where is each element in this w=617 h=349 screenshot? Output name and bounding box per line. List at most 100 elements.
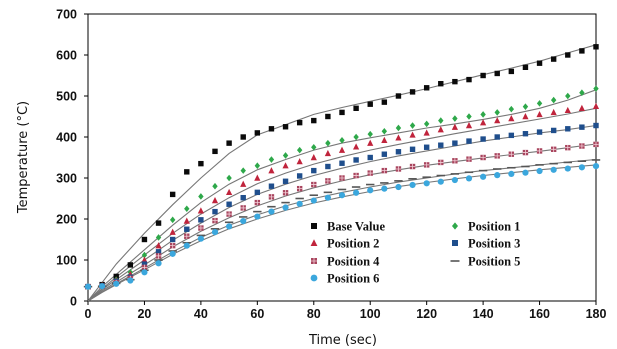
series-3-point [451, 123, 458, 130]
series-2-point [550, 96, 557, 104]
series-7-point [423, 180, 430, 187]
series-7-point [592, 163, 600, 170]
series-1-point [254, 130, 261, 136]
series-2-point [212, 182, 218, 190]
series-5-point-cross [452, 158, 458, 164]
fit-curve-4 [87, 124, 597, 302]
legend-entry-6: Position 5 [450, 255, 520, 269]
x-tick-label: 40 [194, 307, 208, 321]
plot-border [87, 13, 597, 302]
series-1-point [311, 117, 317, 124]
series-3-point [254, 174, 261, 181]
series-4-point [311, 167, 317, 174]
fit-curve-1 [87, 44, 597, 302]
series-3-point [550, 108, 557, 116]
series-2-point [240, 167, 246, 174]
series-4-point [268, 183, 275, 189]
series-2-point [296, 146, 303, 154]
series-3-point [310, 154, 317, 161]
series-2-point [311, 143, 317, 151]
series-7-point [240, 217, 247, 225]
series-2-point [536, 100, 543, 107]
series-3-point [268, 167, 275, 174]
series-2-point [409, 122, 416, 129]
series-5-point-cross [579, 143, 585, 149]
y-tick-label: 0 [70, 295, 77, 309]
y-tick-label: 600 [56, 49, 77, 63]
series-1-point [296, 119, 303, 126]
series-1-point [395, 93, 402, 99]
legend: Base Value Position 1 Position 2 Position 3… [310, 220, 520, 286]
series-7-point [395, 183, 402, 191]
series-4-point [536, 129, 543, 135]
legend-marker-7 [310, 274, 318, 282]
series-5-point-cross [296, 185, 303, 192]
series-3-point [197, 207, 204, 214]
legend-marker-1 [311, 223, 317, 229]
series-7-point [451, 176, 458, 184]
series-5-point-cross [367, 170, 373, 176]
series-5-point-cross [268, 194, 275, 200]
series-5-point-cross [325, 178, 331, 184]
series-3-point [367, 139, 374, 146]
series-3-point [423, 129, 430, 136]
series-3-point [141, 256, 148, 263]
x-tick-label: 180 [586, 307, 607, 321]
series-3-point [226, 188, 233, 196]
series-4-point [381, 151, 388, 157]
series-2-point [395, 124, 402, 132]
series-2-point [325, 139, 331, 147]
series-2-point [141, 251, 148, 259]
x-tick-label: 20 [137, 307, 151, 321]
series-2-point [282, 152, 289, 159]
series-7-point [155, 260, 162, 267]
series-2-point [198, 193, 204, 200]
series-4-point [339, 160, 345, 166]
series-5-point-cross [311, 181, 317, 188]
series-4-point [550, 127, 557, 134]
series-4-point [212, 208, 218, 215]
legend-label-6: Position 5 [468, 255, 520, 269]
series-1-point [367, 101, 373, 107]
series-5-point-cross [169, 242, 176, 249]
series-2 [85, 85, 599, 290]
series-4-point [565, 126, 571, 132]
series-7-point [226, 223, 233, 230]
series-3-point [282, 162, 289, 169]
series-1-point [353, 105, 359, 111]
series-3-point [296, 158, 303, 165]
legend-entry-1: Base Value [311, 220, 385, 234]
series-5-point-cross [508, 151, 515, 157]
series-4-point [282, 178, 289, 184]
series-7-point [522, 169, 529, 176]
series-2-point [494, 109, 500, 116]
series-1-point [240, 134, 246, 140]
series-5-point-cross [395, 166, 402, 172]
legend-entry-5: Position 4 [311, 255, 380, 269]
series-1-point [169, 191, 176, 198]
series-7-point [465, 175, 473, 182]
series-2-point [565, 92, 571, 100]
legend-label-2: Position 1 [468, 220, 520, 234]
series-3-point [465, 122, 473, 129]
series-7-point [353, 189, 360, 196]
series-2-point [438, 117, 444, 124]
series-7-point [367, 187, 374, 194]
series-5-point-cross [550, 146, 557, 152]
series-7-point [564, 165, 571, 172]
series-7-point [381, 185, 388, 192]
y-tick-label: 700 [56, 8, 77, 22]
series-3-point [409, 131, 416, 138]
series-1-point [522, 64, 529, 70]
series-3-point [522, 113, 529, 120]
x-tick-label: 60 [250, 307, 264, 321]
series-4-point [579, 124, 585, 130]
series-4-point [466, 138, 472, 144]
series-5-point-cross [339, 175, 345, 181]
series-4-point [522, 131, 529, 137]
series-1-point [508, 68, 515, 75]
series-7-point [113, 280, 120, 287]
series-4-point [155, 249, 162, 255]
series-4-point [296, 173, 303, 179]
series-1-point [184, 169, 190, 175]
